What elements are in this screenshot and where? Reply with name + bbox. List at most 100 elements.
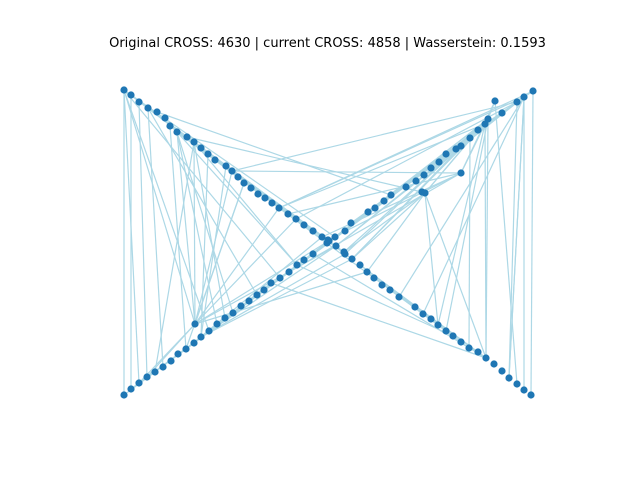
graph-edge xyxy=(508,96,525,379)
graph-edge xyxy=(176,131,298,266)
graph-node xyxy=(505,374,513,382)
graph-node xyxy=(285,268,293,276)
graph-node xyxy=(411,303,419,311)
graph-edge xyxy=(398,96,525,298)
graph-node xyxy=(520,386,528,394)
graph-edge xyxy=(422,96,525,315)
graph-node xyxy=(228,167,236,175)
graph-node xyxy=(183,133,191,141)
graph-edge xyxy=(295,101,518,220)
figure-title: Original CROSS: 4630 | current CROSS: 48… xyxy=(109,36,546,51)
graph-edge xyxy=(147,107,258,296)
graph-node xyxy=(260,286,268,294)
graph-edge xyxy=(146,323,196,378)
graph-edge xyxy=(123,89,140,384)
graph-edge xyxy=(494,100,518,385)
graph-node xyxy=(204,150,212,158)
graph-node xyxy=(466,134,474,142)
graph-edge xyxy=(194,236,336,325)
graph-edge xyxy=(424,192,439,326)
graph-node xyxy=(491,97,499,105)
graph-node xyxy=(267,279,275,287)
graph-node xyxy=(347,219,355,227)
graph-edge xyxy=(176,131,218,325)
graph-node xyxy=(144,104,152,112)
graph-edge xyxy=(530,90,534,396)
graph-edge xyxy=(334,118,489,238)
graph-edge xyxy=(288,172,462,273)
graph-node xyxy=(482,354,490,362)
graph-node xyxy=(151,368,159,376)
graph-node xyxy=(402,183,410,191)
graph-node xyxy=(332,242,340,250)
graph-edge xyxy=(194,207,280,325)
graph-node xyxy=(245,297,253,305)
graph-node xyxy=(331,233,339,241)
graph-node xyxy=(159,363,167,371)
graph-node xyxy=(221,314,229,322)
graph-edge xyxy=(138,101,148,378)
graph-node xyxy=(293,261,301,269)
graph-node xyxy=(190,339,198,347)
graph-edge xyxy=(351,192,426,260)
graph-edge xyxy=(445,118,489,332)
graph-node xyxy=(234,173,242,181)
node-layer xyxy=(120,86,537,399)
graph-node xyxy=(153,108,161,116)
graph-node xyxy=(341,227,349,235)
graph-node xyxy=(127,91,135,99)
graph-node xyxy=(442,150,450,158)
graph-edge xyxy=(312,253,487,359)
graph-edge xyxy=(460,100,496,174)
graph-node xyxy=(513,98,521,106)
graph-node xyxy=(191,320,199,328)
graph-node xyxy=(529,87,537,95)
graph-node xyxy=(127,385,135,393)
graph-node xyxy=(457,169,465,177)
graph-edge xyxy=(321,172,462,238)
graph-node xyxy=(205,327,213,335)
graph-edge xyxy=(193,141,196,325)
graph-node xyxy=(490,360,498,368)
graph-node xyxy=(427,164,435,172)
graph-edge xyxy=(278,90,534,209)
graph-node xyxy=(213,320,221,328)
graph-edge xyxy=(270,282,487,359)
graph-node xyxy=(427,315,435,323)
graph-edge xyxy=(296,264,454,337)
graph-edge xyxy=(193,141,298,266)
graph-node xyxy=(420,171,428,179)
graph-node xyxy=(300,256,308,264)
graph-node xyxy=(300,221,308,229)
graph-node xyxy=(356,261,364,269)
graph-edge xyxy=(186,136,423,193)
graph-node xyxy=(197,333,205,341)
graph-node xyxy=(240,179,248,187)
graph-node xyxy=(421,189,429,197)
graph-node xyxy=(484,115,492,123)
graph-node xyxy=(465,344,473,352)
graph-edge xyxy=(485,118,489,359)
graph-node xyxy=(120,86,128,94)
graph-node xyxy=(348,255,356,263)
graph-edge xyxy=(200,253,346,338)
graph-node xyxy=(237,302,245,310)
graph-node xyxy=(435,158,443,166)
graph-node xyxy=(190,138,198,146)
graph-node xyxy=(309,250,317,258)
graph-node xyxy=(284,210,292,218)
graph-node xyxy=(419,310,427,318)
graph-node xyxy=(527,391,535,399)
graph-node xyxy=(380,197,388,205)
graph-edge xyxy=(156,111,392,196)
graph-edge xyxy=(508,101,518,379)
graph-node xyxy=(166,122,174,130)
graph-node xyxy=(211,156,219,164)
graph-edge xyxy=(437,123,486,326)
graph-edge xyxy=(176,131,234,314)
graph-node xyxy=(174,350,182,358)
graph-node xyxy=(309,227,317,235)
graph-node xyxy=(167,357,175,365)
graph-edge xyxy=(123,89,210,332)
graph-edge xyxy=(468,137,471,349)
